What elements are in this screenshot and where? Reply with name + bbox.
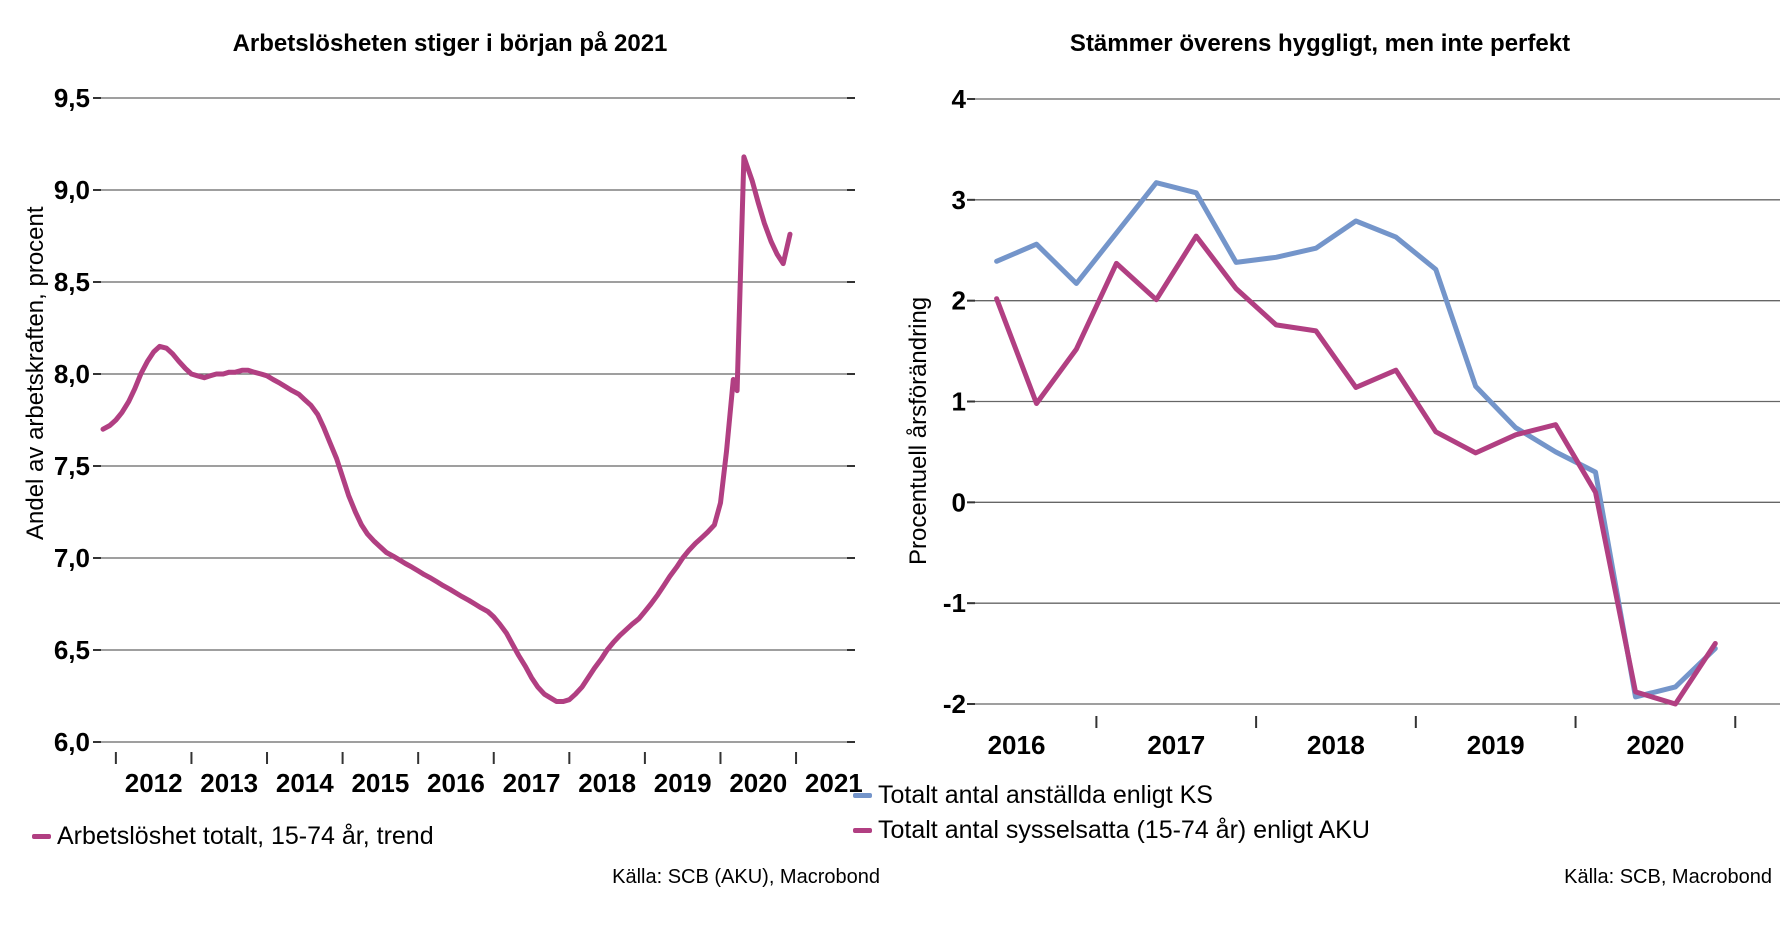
- svg-text:2020: 2020: [1626, 730, 1684, 760]
- svg-text:2017: 2017: [1147, 730, 1205, 760]
- svg-text:2018: 2018: [578, 768, 636, 798]
- right-legend-label-aku: Totalt antal sysselsatta (15-74 år) enli…: [878, 816, 1370, 844]
- svg-text:3: 3: [952, 185, 966, 215]
- series-line-totalt-antal-sysselsatta-15-74-r-enligt-aku: [994, 233, 1718, 707]
- aku-line-marker-icon: [853, 828, 872, 833]
- svg-text:2020: 2020: [729, 768, 787, 798]
- svg-text:2018: 2018: [1307, 730, 1365, 760]
- right-legend-item-aku: Totalt antal sysselsatta (15-74 år) enli…: [853, 816, 1370, 845]
- svg-text:8,5: 8,5: [54, 267, 90, 297]
- right-source-text: Källa: SCB, Macrobond: [1564, 866, 1772, 888]
- series-line-totalt-antal-anst-llda-enligt-ks: [994, 180, 1718, 700]
- svg-text:4: 4: [952, 84, 967, 114]
- ks-line-marker-icon: [853, 793, 872, 798]
- svg-text:6,0: 6,0: [54, 727, 90, 757]
- svg-text:2016: 2016: [988, 730, 1046, 760]
- svg-text:9,0: 9,0: [54, 175, 90, 205]
- svg-text:2: 2: [952, 286, 966, 316]
- series-line-arbetsl-shet-totalt-15-74-r-trend: [100, 154, 793, 704]
- trend-line-marker-icon: [32, 834, 51, 839]
- svg-text:7,0: 7,0: [54, 543, 90, 573]
- svg-text:2014: 2014: [276, 768, 334, 798]
- left-source-text: Källa: SCB (AKU), Macrobond: [612, 866, 880, 888]
- svg-text:2015: 2015: [351, 768, 409, 798]
- right-legend-item-ks: Totalt antal anställda enligt KS: [853, 781, 1213, 810]
- svg-text:9,5: 9,5: [54, 83, 90, 113]
- svg-text:2012: 2012: [125, 768, 183, 798]
- right-chart-title: Stämmer överens hyggligt, men inte perfe…: [1069, 30, 1571, 57]
- left-chart-title: Arbetslösheten stiger i början på 2021: [232, 30, 668, 57]
- svg-text:2019: 2019: [1467, 730, 1525, 760]
- svg-text:2017: 2017: [503, 768, 561, 798]
- left-legend-label: Arbetslöshet totalt, 15-74 år, trend: [57, 822, 434, 850]
- svg-text:-2: -2: [943, 689, 966, 719]
- svg-text:2019: 2019: [654, 768, 712, 798]
- svg-text:-1: -1: [943, 588, 966, 618]
- svg-text:8,0: 8,0: [54, 359, 90, 389]
- left-legend-item: Arbetslöshet totalt, 15-74 år, trend: [32, 822, 434, 851]
- right-legend-label-ks: Totalt antal anställda enligt KS: [878, 781, 1213, 809]
- svg-text:2013: 2013: [200, 768, 258, 798]
- svg-text:0: 0: [952, 487, 966, 517]
- svg-text:2016: 2016: [427, 768, 485, 798]
- svg-text:6,5: 6,5: [54, 635, 90, 665]
- svg-text:1: 1: [952, 387, 966, 417]
- svg-text:7,5: 7,5: [54, 451, 90, 481]
